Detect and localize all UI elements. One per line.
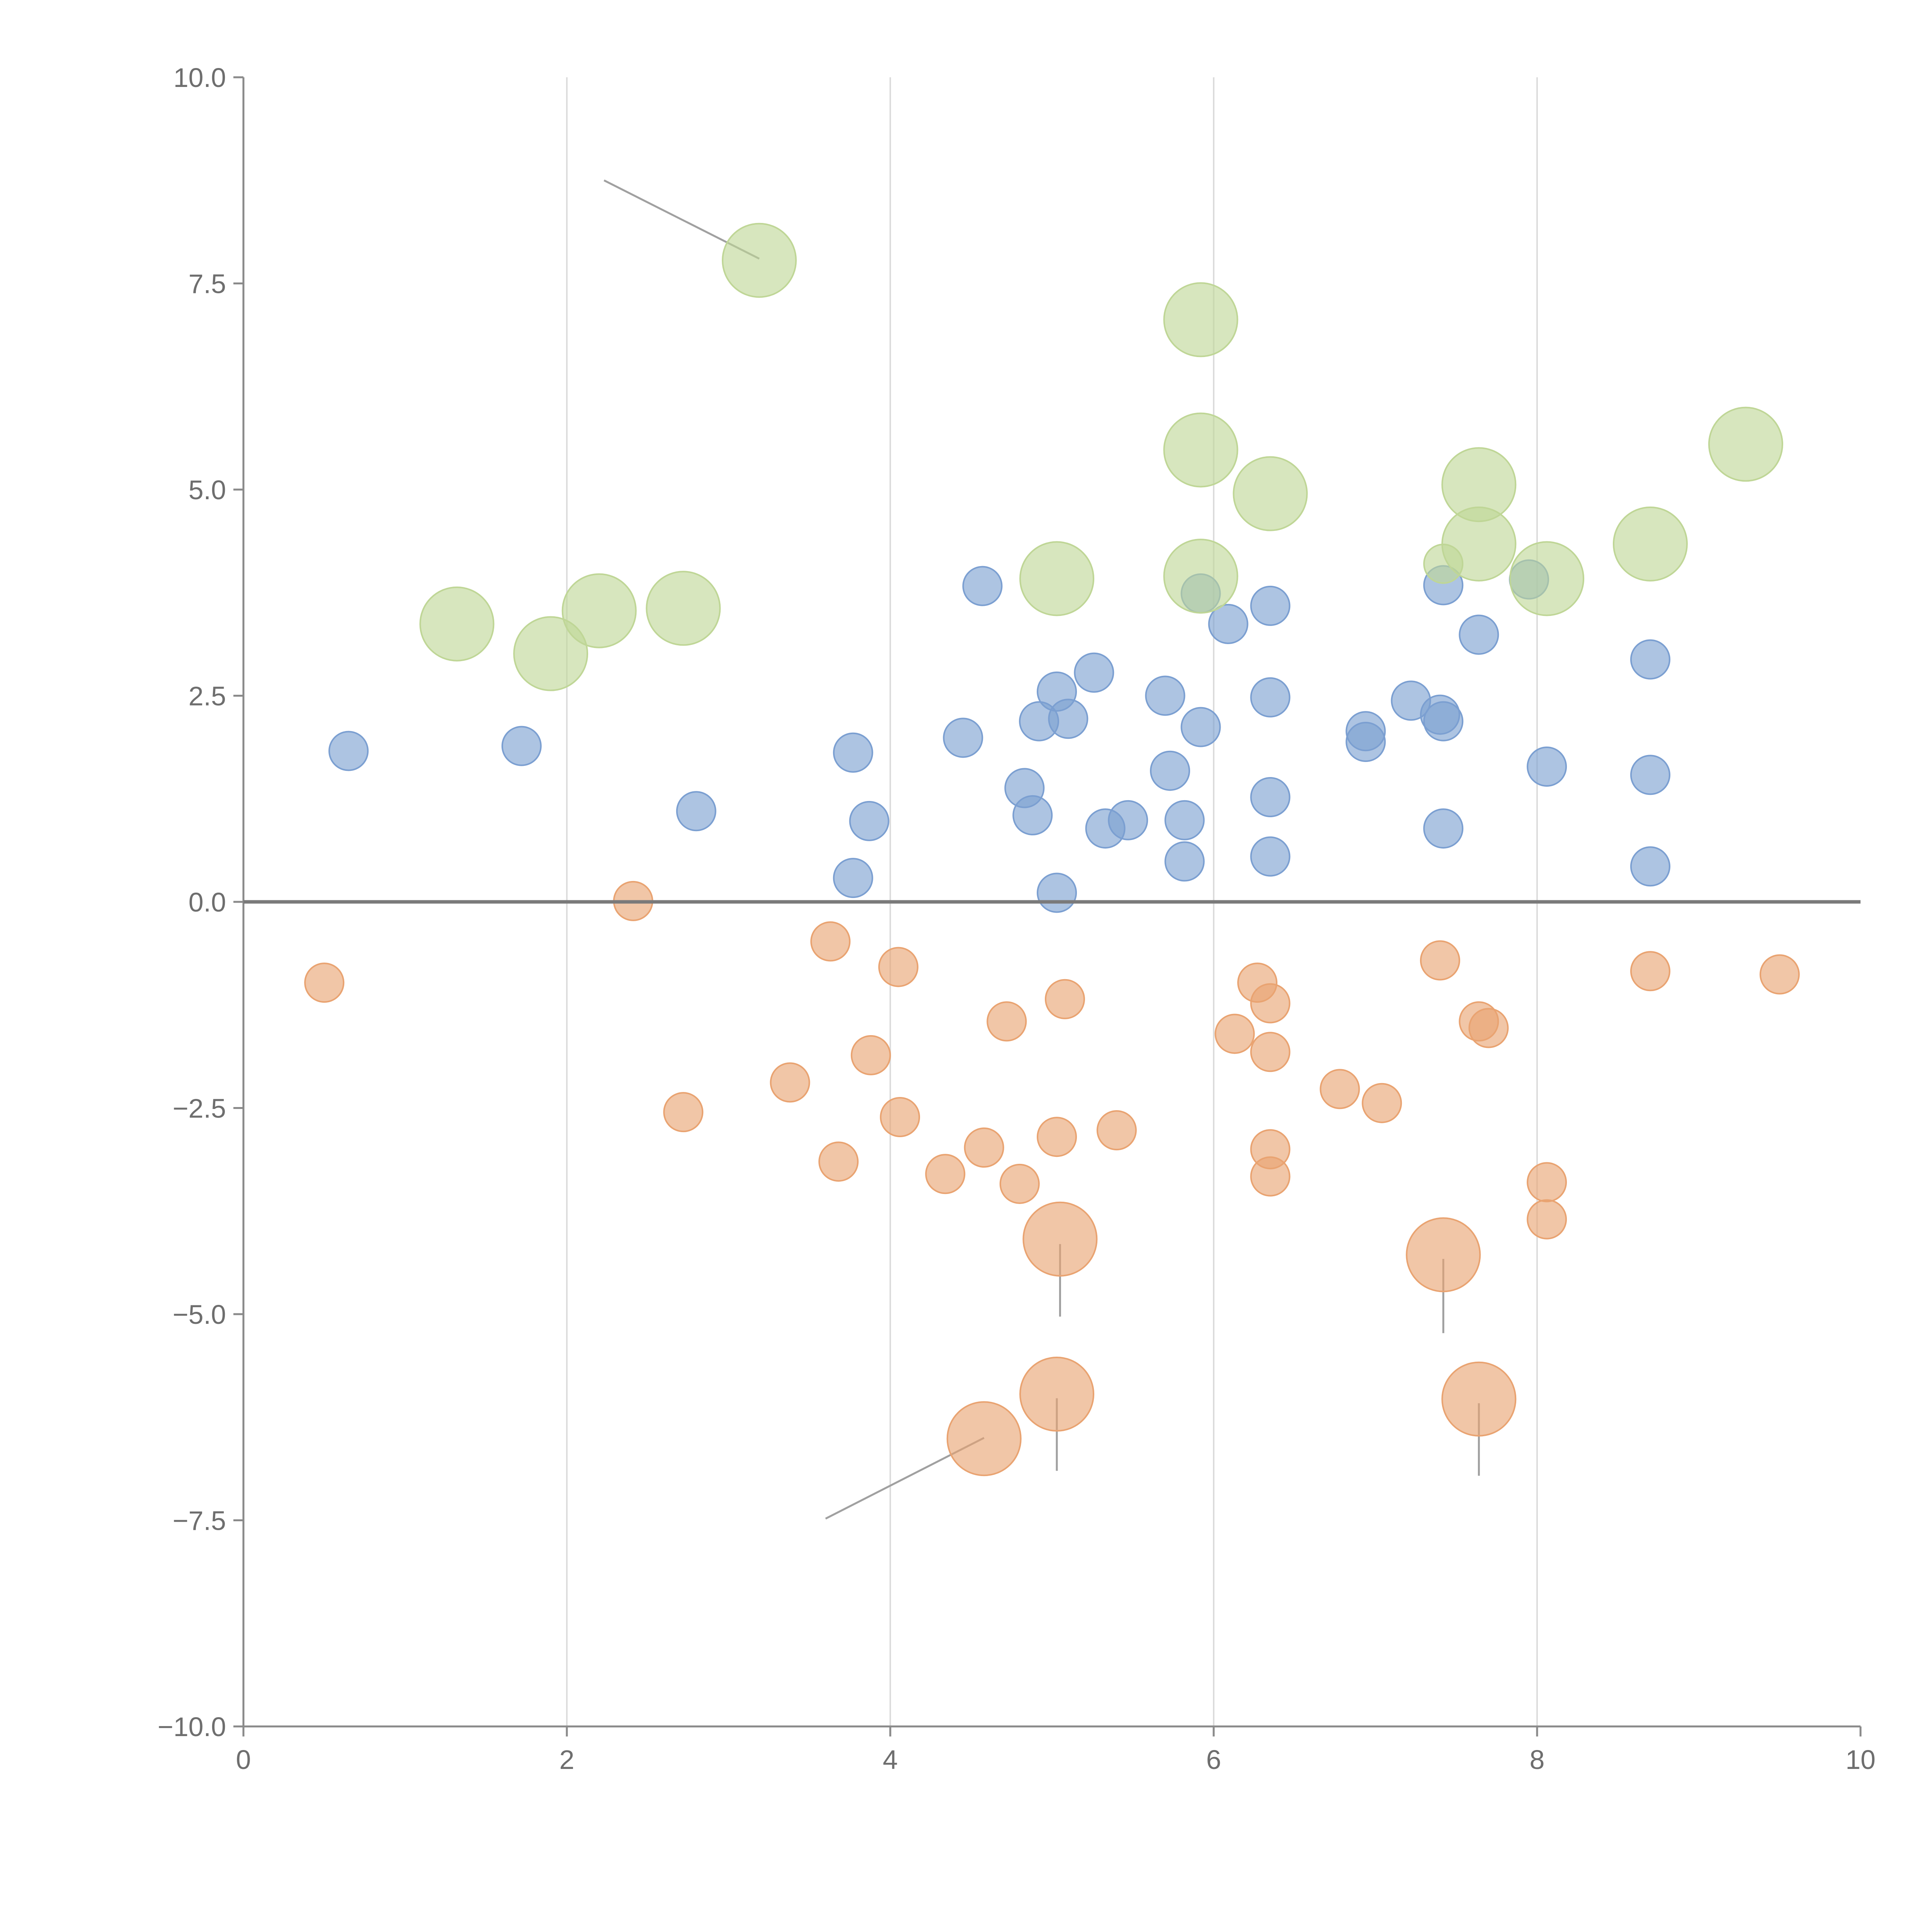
blue-point <box>1250 777 1291 817</box>
x-tick-label: 2 <box>560 1745 575 1775</box>
blue-point <box>676 791 716 832</box>
x-tick-label: 10 <box>1845 1745 1876 1775</box>
blue-point <box>1180 707 1221 747</box>
blue-point <box>1423 701 1464 742</box>
x-tick-label: 6 <box>1206 1745 1221 1775</box>
orange-point <box>1320 1069 1360 1109</box>
blue-point <box>1345 722 1386 762</box>
green-point <box>513 616 588 691</box>
blue-point <box>1108 800 1148 840</box>
y-tick-label: −7.5 <box>173 1506 226 1536</box>
orange-point <box>986 1001 1027 1042</box>
orange-point <box>818 1141 859 1182</box>
y-tick-label: 7.5 <box>189 269 226 299</box>
x-tick-label: 4 <box>883 1745 898 1775</box>
green-point <box>1019 541 1095 616</box>
orange-point <box>1468 1008 1509 1048</box>
orange-point <box>1250 1156 1291 1197</box>
orange-point <box>1037 1117 1077 1157</box>
blue-point <box>1074 652 1114 693</box>
orange-point <box>850 1035 891 1075</box>
blue-point <box>1423 808 1464 849</box>
green-point <box>1423 544 1464 584</box>
blue-point <box>1250 585 1291 626</box>
orange-point <box>880 1097 920 1137</box>
orange-point <box>1362 1083 1402 1123</box>
green-point <box>1163 412 1238 488</box>
y-tick-label: −2.5 <box>173 1094 226 1124</box>
y-tick-label: 10.0 <box>173 63 226 93</box>
blue-point <box>1630 639 1670 680</box>
blue-point <box>1630 755 1670 795</box>
blue-point <box>962 566 1003 606</box>
orange-point <box>1250 983 1291 1024</box>
green-point <box>1509 541 1585 616</box>
green-point <box>1163 539 1238 614</box>
blue-point <box>1037 872 1077 913</box>
axes <box>242 77 1861 1728</box>
x-axis-ticks: 0 2 4 6 8 10 <box>236 1726 1876 1775</box>
green-point <box>646 571 721 646</box>
blue-point <box>1459 614 1499 655</box>
y-tick-label: −5.0 <box>173 1299 226 1330</box>
annotation-lines <box>604 179 1480 1520</box>
blue-point <box>1164 841 1205 882</box>
data-points <box>304 223 1800 1476</box>
orange-point <box>925 1154 966 1194</box>
green-point <box>1163 282 1238 357</box>
blue-point <box>1150 750 1190 791</box>
y-tick-label: 5.0 <box>189 475 226 505</box>
blue-point <box>1630 846 1670 887</box>
green-point <box>419 586 495 662</box>
orange-point <box>1630 951 1670 992</box>
orange-point <box>1759 954 1800 995</box>
blue-point <box>1164 800 1205 840</box>
orange-point <box>1044 979 1085 1019</box>
y-tick-label: 0.0 <box>189 887 226 917</box>
orange-point <box>1527 1199 1567 1240</box>
orange-point <box>1441 1361 1517 1437</box>
orange-point <box>304 963 345 1003</box>
blue-point <box>943 718 983 758</box>
orange-point <box>999 1163 1040 1204</box>
orange-point <box>964 1127 1004 1168</box>
blue-point <box>1145 675 1185 716</box>
blue-point <box>1012 795 1053 835</box>
orange-point <box>1022 1201 1098 1277</box>
blue-point <box>328 731 369 771</box>
y-tick-label: 2.5 <box>189 681 226 711</box>
blue-point <box>1250 836 1291 877</box>
green-point <box>1612 506 1688 582</box>
green-point <box>561 573 637 648</box>
orange-point <box>1420 940 1460 981</box>
blue-point <box>833 858 873 898</box>
blue-point <box>849 801 889 841</box>
blue-point <box>833 732 873 773</box>
orange-point <box>1214 1014 1255 1054</box>
orange-point <box>663 1092 704 1133</box>
orange-point <box>1019 1356 1095 1432</box>
orange-point <box>1250 1032 1291 1072</box>
orange-point <box>1527 1162 1567 1202</box>
green-point <box>722 223 797 298</box>
y-axis-ticks: 10.0 7.5 5.0 2.5 0.0 −2.5 −5.0 −7.5 −10.0 <box>158 63 243 1742</box>
blue-point <box>501 726 542 766</box>
blue-point <box>1048 699 1088 739</box>
orange-point <box>946 1401 1022 1476</box>
x-tick-label: 8 <box>1530 1745 1545 1775</box>
blue-point <box>1250 677 1291 718</box>
green-point <box>1233 456 1308 531</box>
orange-point <box>878 947 918 987</box>
green-point <box>1708 406 1783 482</box>
y-tick-label: −10.0 <box>158 1712 226 1742</box>
orange-point <box>1406 1217 1481 1293</box>
blue-point <box>1208 604 1248 644</box>
orange-point <box>810 921 851 962</box>
orange-point <box>770 1062 810 1103</box>
x-tick-label: 0 <box>236 1745 251 1775</box>
orange-point <box>1096 1110 1137 1151</box>
blue-point <box>1527 747 1567 787</box>
